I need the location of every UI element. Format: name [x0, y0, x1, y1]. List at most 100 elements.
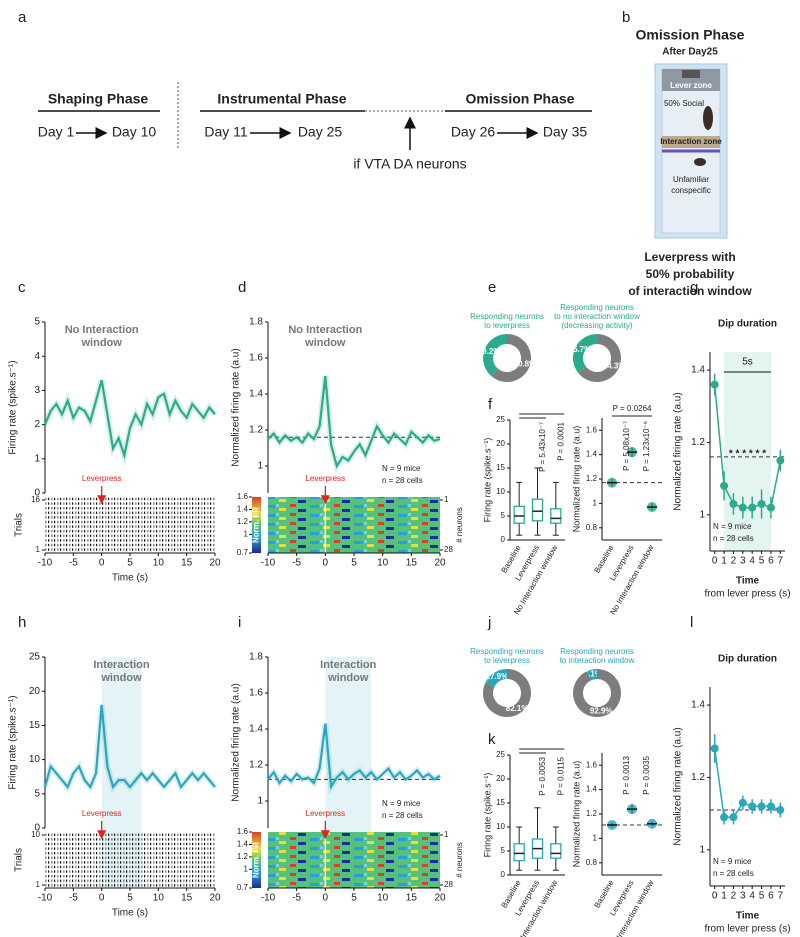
point	[757, 802, 766, 811]
y-tick-label: 0	[501, 535, 506, 544]
colorbar-tick-label: 1	[244, 864, 249, 873]
y-tick-label: 1.2	[249, 760, 263, 771]
panel-label: b	[622, 9, 630, 26]
pie-title: to leverpress	[484, 321, 530, 330]
y-tick-label: 3	[34, 385, 40, 396]
x-tick-label: 3	[740, 891, 746, 902]
heatmap	[268, 832, 440, 888]
note: n = 28 cells	[713, 534, 754, 543]
x-tick-label: 10	[153, 558, 165, 569]
raster-tick-label: 1	[36, 880, 41, 889]
x-tick-label: -10	[261, 893, 276, 904]
p-value: P = 5.43x10⁻⁷	[538, 422, 547, 472]
box	[513, 505, 525, 524]
pie-title: to no interaction window	[554, 312, 640, 321]
p-value: P = 0.0035	[642, 755, 651, 794]
y-tick-label: 1	[593, 499, 598, 508]
x-axis-label: from lever press (s)	[704, 589, 790, 600]
annotation: No Interaction	[288, 324, 362, 336]
heatmap-label: # neurons	[455, 507, 464, 543]
x-tick-label: 2	[731, 891, 737, 902]
point	[776, 456, 785, 465]
y-tick-label: 1.4	[586, 785, 598, 794]
colorbar-tick-label: 1.6	[237, 492, 249, 501]
x-tick-label: 2	[731, 556, 737, 567]
panel-label: a	[18, 9, 27, 26]
y-tick-label: 25	[496, 750, 505, 759]
x-tick-label: 4	[749, 891, 755, 902]
x-tick-label: 20	[209, 558, 221, 569]
x-tick-label: -5	[69, 893, 78, 904]
line	[43, 379, 216, 460]
y-tick-label: 1.4	[691, 700, 705, 711]
phase-end: Day 10	[112, 124, 157, 140]
x-tick-label: 15	[181, 893, 193, 904]
point	[729, 813, 738, 822]
panel-label: k	[488, 731, 496, 748]
line	[43, 704, 216, 790]
pie-segment	[483, 669, 532, 717]
colorbar-tick-label: 1.2	[237, 517, 249, 526]
zone-label: conspecific	[671, 186, 711, 195]
y-axis-label: Normalized firing rate (a.u)	[231, 683, 242, 801]
colorbar-tick-label: 1.4	[237, 840, 249, 849]
y-axis-label: Firing rate (spike.s⁻¹)	[482, 773, 492, 858]
p-value: P = 0.0013	[622, 755, 631, 794]
point	[720, 813, 729, 822]
y-tick-label: 1.6	[586, 760, 598, 769]
zone-label: Lever zone	[670, 81, 712, 90]
y-tick-label: 1.4	[586, 450, 598, 459]
y-axis-label: Firing rate (spike.s⁻¹)	[8, 360, 19, 454]
caption: Leverpress with	[644, 250, 735, 264]
timeline: Shaping Phase Day 1 Day 10 Instrumental …	[38, 82, 592, 172]
box	[531, 498, 544, 522]
colorbar-tick-label: 0.7	[237, 883, 249, 892]
y-tick-label: 15	[496, 798, 505, 807]
event-label: Leverpress	[82, 474, 122, 483]
heatmap	[268, 497, 440, 553]
raster	[45, 832, 215, 888]
y-axis-label: Normalized firing rate (a.u)	[231, 348, 242, 466]
x-tick-label: 0	[712, 891, 718, 902]
lever-zone	[662, 69, 720, 91]
raster-tick-label: 10	[31, 830, 40, 839]
y-tick-label: 1	[699, 509, 705, 520]
annotation: No Interaction	[65, 324, 139, 336]
panel-label: c	[18, 279, 26, 296]
schematic-title: Omission Phase	[636, 27, 745, 43]
x-axis-label: Time (s)	[112, 908, 148, 919]
event-label: Leverpress	[82, 809, 122, 818]
y-tick-label: 1.6	[249, 688, 263, 699]
schematic-subtitle: After Day25	[662, 47, 718, 58]
y-axis-label: Trials	[14, 848, 25, 872]
value-label: 60.8%	[514, 359, 537, 368]
point	[720, 481, 729, 490]
x-tick-label: 10	[377, 558, 389, 569]
y-tick-label: 15	[29, 720, 41, 731]
pie-title: to interaction window	[560, 656, 635, 665]
x-tick-label: -10	[261, 558, 276, 569]
x-tick-label: 0	[99, 558, 105, 569]
point	[710, 744, 719, 753]
point	[766, 503, 775, 512]
note: n = 28 cells	[382, 811, 423, 820]
note: N = 9 mice	[382, 799, 421, 808]
y-axis-label: Normalized firing rate (a.u)	[673, 727, 684, 845]
x-tick-label: -5	[292, 558, 301, 569]
schematic: Omission Phase After Day25 Lever zone 50…	[628, 27, 752, 298]
x-axis-label: Time	[736, 576, 760, 587]
x-tick-label: 15	[406, 558, 418, 569]
x-tick-label: 5	[759, 556, 765, 567]
x-tick-label: 7	[778, 556, 784, 567]
raster	[45, 497, 215, 553]
x-axis-label: Time (s)	[112, 573, 148, 584]
x-tick-label: 1	[721, 891, 727, 902]
y-tick-label: 1.2	[249, 425, 263, 436]
y-tick-label: 0	[34, 823, 40, 834]
colorbar-label: Norm. FR	[252, 507, 261, 543]
pie-segment	[573, 334, 597, 373]
y-tick-label: 1.8	[249, 317, 263, 328]
y-tick-label: 10	[496, 822, 505, 831]
significance: * * * * * *	[729, 449, 766, 460]
y-tick-label: 20	[29, 686, 41, 697]
